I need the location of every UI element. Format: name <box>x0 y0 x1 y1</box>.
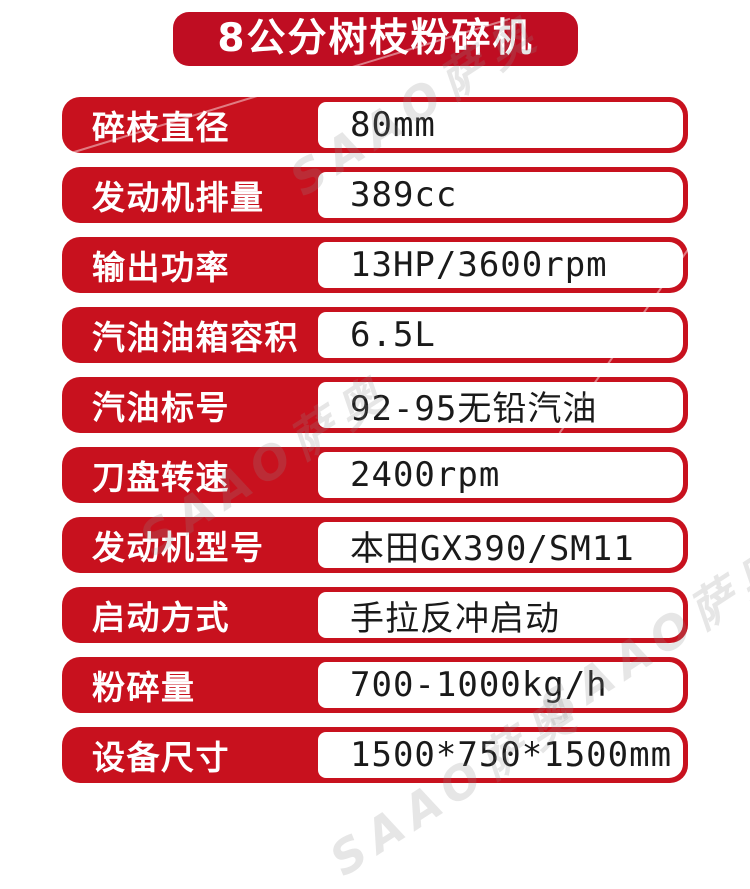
title-banner: 8公分树枝粉碎机 <box>173 12 578 66</box>
spec-label: 汽油油箱容积 <box>92 318 299 357</box>
spec-value: 手拉反冲启动 <box>350 598 560 639</box>
spec-value: 92-95无铅汽油 <box>350 388 598 429</box>
spec-value-panel: 13HP/3600rpm <box>318 242 683 288</box>
spec-label: 发动机型号 <box>92 528 265 567</box>
spec-row-engine-displacement: 发动机排量 389cc <box>62 167 688 223</box>
spec-row-gasoline-grade: 汽油标号 92-95无铅汽油 <box>62 377 688 433</box>
spec-value-panel: 1500*750*1500mm <box>318 732 683 778</box>
spec-label: 碎枝直径 <box>92 108 230 147</box>
spec-table: 碎枝直径 80mm 发动机排量 389cc 输出功率 13HP/3600rpm … <box>62 97 688 797</box>
spec-row-fuel-tank-capacity: 汽油油箱容积 6.5L <box>62 307 688 363</box>
spec-row-equipment-size: 设备尺寸 1500*750*1500mm <box>62 727 688 783</box>
spec-value: 1500*750*1500mm <box>350 735 673 775</box>
spec-label: 汽油标号 <box>92 388 230 427</box>
spec-row-engine-model: 发动机型号 本田GX390/SM11 <box>62 517 688 573</box>
spec-row-crushing-capacity: 粉碎量 700-1000kg/h <box>62 657 688 713</box>
spec-value: 700-1000kg/h <box>350 665 608 705</box>
spec-value-panel: 2400rpm <box>318 452 683 498</box>
spec-value: 本田GX390/SM11 <box>350 528 635 569</box>
spec-label: 粉碎量 <box>92 668 196 707</box>
spec-value-panel: 700-1000kg/h <box>318 662 683 708</box>
spec-value-panel: 80mm <box>318 102 683 148</box>
spec-row-output-power: 输出功率 13HP/3600rpm <box>62 237 688 293</box>
spec-value-panel: 手拉反冲启动 <box>318 592 683 638</box>
spec-value: 6.5L <box>350 315 436 355</box>
spec-row-branch-diameter: 碎枝直径 80mm <box>62 97 688 153</box>
spec-value-panel: 92-95无铅汽油 <box>318 382 683 428</box>
page-title: 8公分树枝粉碎机 <box>217 15 534 61</box>
spec-label: 发动机排量 <box>92 178 265 217</box>
spec-label: 输出功率 <box>92 248 230 287</box>
spec-value: 2400rpm <box>350 455 501 495</box>
spec-value-panel: 389cc <box>318 172 683 218</box>
spec-label: 刀盘转速 <box>92 458 230 497</box>
spec-value: 80mm <box>350 105 436 145</box>
spec-row-start-method: 启动方式 手拉反冲启动 <box>62 587 688 643</box>
spec-label: 设备尺寸 <box>92 738 230 777</box>
spec-row-blade-speed: 刀盘转速 2400rpm <box>62 447 688 503</box>
spec-value-panel: 6.5L <box>318 312 683 358</box>
spec-value: 389cc <box>350 175 458 215</box>
spec-value: 13HP/3600rpm <box>350 245 608 285</box>
spec-value-panel: 本田GX390/SM11 <box>318 522 683 568</box>
spec-label: 启动方式 <box>92 598 230 637</box>
